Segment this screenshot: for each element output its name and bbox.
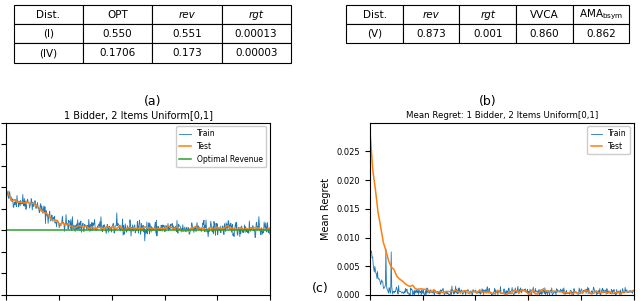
Test <box>428 291 435 294</box>
Train <box>146 222 154 226</box>
Train <box>492 293 499 296</box>
Train <box>220 231 227 235</box>
Train <box>128 229 136 233</box>
Legend: Train, Test, Optimal Revenue: Train, Test, Optimal Revenue <box>177 126 266 167</box>
Test <box>630 289 637 292</box>
Test <box>138 227 146 230</box>
Train <box>4 189 12 193</box>
Test <box>366 131 374 135</box>
Title: 1 Bidder, 2 Items Uniform[0,1]: 1 Bidder, 2 Items Uniform[0,1] <box>63 110 212 120</box>
Train <box>130 227 138 231</box>
Train <box>266 232 274 236</box>
Test <box>248 226 255 230</box>
Train <box>624 291 632 294</box>
Line: Test: Test <box>370 133 634 295</box>
Train <box>552 293 560 297</box>
Test <box>53 219 61 222</box>
Test <box>202 230 210 233</box>
Test <box>526 293 534 297</box>
Line: Train: Train <box>6 191 270 241</box>
Optimal Revenue <box>3 228 10 231</box>
Test <box>619 290 627 293</box>
Test <box>502 293 509 296</box>
Train <box>493 290 500 294</box>
Test <box>255 228 263 231</box>
Train <box>630 290 637 293</box>
Train <box>583 287 591 291</box>
Optimal Revenue <box>8 228 15 231</box>
Line: Test: Test <box>6 194 270 231</box>
Test <box>417 287 424 290</box>
Train <box>161 224 168 228</box>
Y-axis label: Mean Regret: Mean Regret <box>321 178 331 240</box>
Train <box>261 223 269 227</box>
Train <box>366 243 374 246</box>
Legend: Train, Test: Train, Test <box>588 126 630 154</box>
Test <box>3 192 10 196</box>
Test <box>611 291 619 295</box>
Test <box>64 222 72 225</box>
Test <box>159 227 167 231</box>
Train <box>3 191 10 195</box>
Text: (b): (b) <box>479 95 497 108</box>
Line: Train: Train <box>370 244 634 295</box>
Train <box>509 291 516 294</box>
Test <box>524 291 531 294</box>
Title: Mean Regret: 1 Bidder, 2 Items Uniform[0,1]: Mean Regret: 1 Bidder, 2 Items Uniform[0… <box>406 111 598 120</box>
Train <box>523 290 531 293</box>
Test <box>266 226 274 230</box>
Train <box>141 239 148 243</box>
Text: (c): (c) <box>312 282 328 295</box>
Text: (a): (a) <box>143 95 161 108</box>
